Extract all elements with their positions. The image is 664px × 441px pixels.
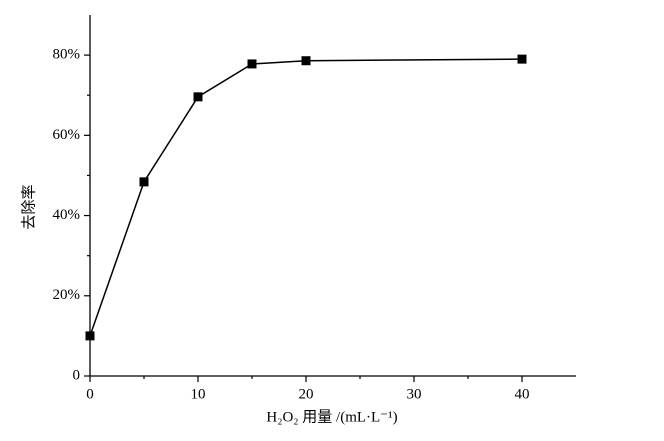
x-tick-label: 20 [299, 386, 314, 402]
data-marker [517, 54, 527, 64]
x-tick-label: 40 [515, 386, 530, 402]
data-marker [85, 331, 95, 341]
y-tick-label: 60% [53, 127, 81, 143]
data-marker [193, 92, 203, 102]
y-axis-label: 去除率 [20, 184, 37, 229]
y-tick-label: 0 [73, 367, 81, 383]
data-marker [301, 56, 311, 66]
x-axis-label: H₂O₂ 用量 /(mL·L⁻¹) [266, 409, 397, 425]
x-tick-label: 10 [191, 386, 206, 402]
x-tick-label: 30 [407, 386, 422, 402]
y-tick-label: 80% [53, 47, 81, 63]
data-marker [247, 59, 257, 69]
x-tick-label: 0 [86, 386, 94, 402]
data-line [89, 58, 523, 337]
y-tick-label: 20% [53, 287, 81, 303]
data-marker [139, 177, 149, 187]
y-tick-label: 40% [53, 207, 81, 223]
